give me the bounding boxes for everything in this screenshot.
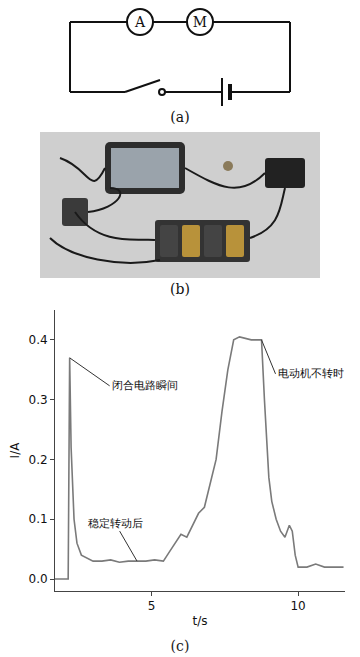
svg-text:t/s: t/s	[193, 614, 208, 628]
svg-text:5: 5	[148, 599, 156, 613]
svg-text:0.3: 0.3	[29, 393, 48, 407]
svg-text:10: 10	[290, 599, 305, 613]
svg-text:电动机不转时: 电动机不转时	[278, 367, 344, 380]
svg-text:(a): (a)	[170, 109, 189, 125]
svg-text:(b): (b)	[170, 281, 190, 297]
html-text:(c): (c)	[170, 638, 190, 654]
svg-text:M: M	[193, 14, 207, 30]
svg-text:0.0: 0.0	[29, 572, 48, 586]
svg-text:稳定转动后: 稳定转动后	[88, 517, 143, 530]
svg-text:I/A: I/A	[8, 442, 22, 459]
svg-text:0.1: 0.1	[29, 512, 48, 526]
svg-text:0.2: 0.2	[29, 453, 48, 467]
svg-text:A: A	[134, 14, 146, 30]
svg-text:闭合电路瞬间: 闭合电路瞬间	[112, 379, 178, 392]
svg-text:0.4: 0.4	[29, 333, 48, 347]
